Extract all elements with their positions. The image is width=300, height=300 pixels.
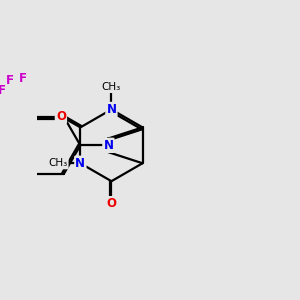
Text: F: F	[6, 74, 14, 87]
Text: CH₃: CH₃	[102, 82, 121, 92]
Text: F: F	[0, 84, 5, 97]
Text: O: O	[56, 110, 66, 123]
Text: CH₃: CH₃	[48, 158, 68, 168]
Text: N: N	[75, 157, 85, 170]
Text: N: N	[106, 103, 116, 116]
Text: O: O	[106, 197, 116, 210]
Text: N: N	[103, 139, 113, 152]
Text: F: F	[19, 72, 27, 85]
